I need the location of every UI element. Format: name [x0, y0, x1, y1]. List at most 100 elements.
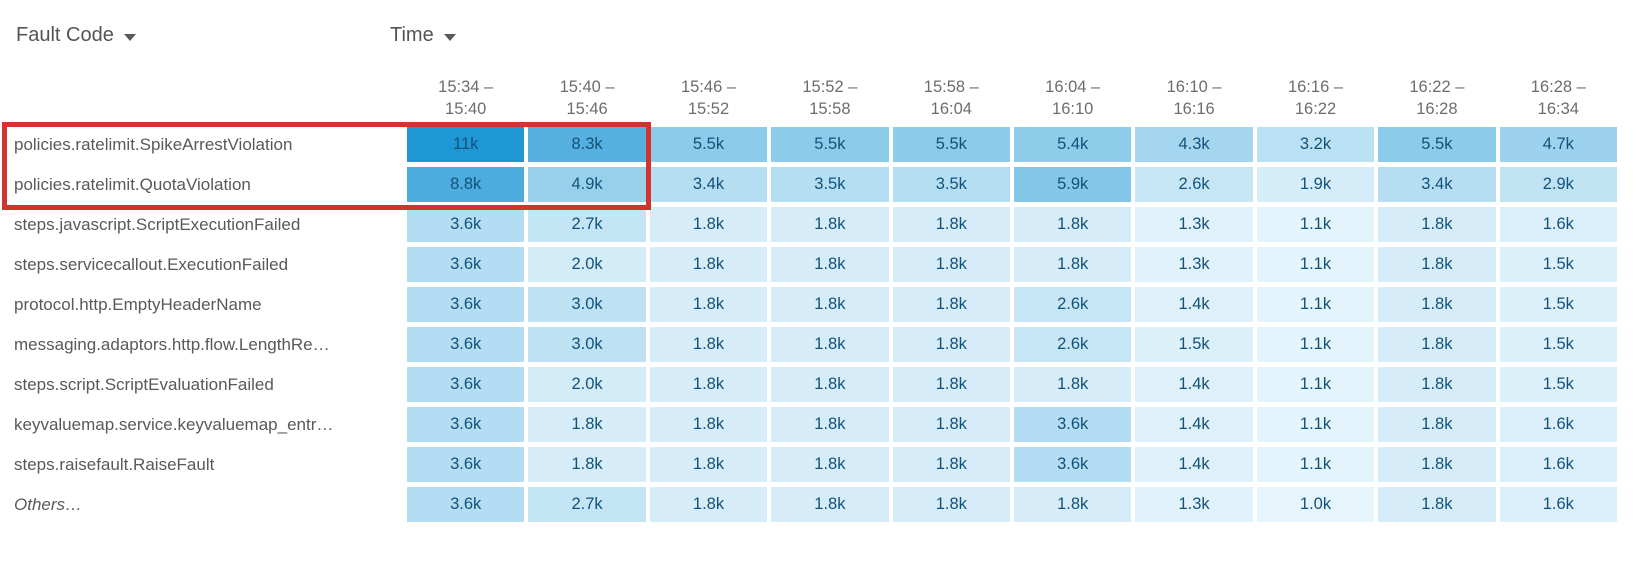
heatmap-cell: 1.1k: [1256, 447, 1375, 482]
fault-code-row-label: steps.raisefault.RaiseFault: [14, 454, 215, 474]
heatmap-cell: 1.8k: [892, 327, 1010, 362]
heatmap-cell: 1.8k: [892, 447, 1010, 482]
heatmap-cell: 1.8k: [1014, 207, 1132, 242]
heatmap-cell: 3.6k: [407, 327, 525, 362]
time-column-header: 15:40 –15:46: [559, 78, 615, 118]
time-column-header: 15:34 –15:40: [438, 78, 494, 118]
heatmap-cell: 3.0k: [528, 327, 646, 362]
heatmap-cell: 1.8k: [771, 407, 889, 442]
time-column-headers: 15:34 –15:40 15:40 –15:46 15:46 –15:52 15:5…: [14, 76, 1617, 120]
fault-code-dropdown-label: Fault Code: [16, 24, 114, 46]
heatmap-cell: 1.8k: [892, 407, 1010, 442]
heatmap-cell: 1.1k: [1256, 327, 1375, 362]
heatmap-cell: 3.6k: [407, 487, 525, 522]
heatmap-cell: 1.8k: [892, 487, 1010, 522]
heatmap-cell: 1.8k: [528, 407, 646, 442]
heatmap-cell: 1.8k: [649, 447, 768, 482]
time-column-header: 15:58 –16:04: [923, 78, 979, 118]
heatmap-cell: 1.8k: [1014, 247, 1132, 282]
heatmap-cell: 4.3k: [1135, 127, 1253, 162]
heatmap-cell: 3.6k: [407, 407, 525, 442]
fault-code-row-label: Others…: [14, 494, 83, 514]
heatmap-cell: 1.1k: [1256, 367, 1375, 402]
heatmap-cell: 1.8k: [771, 447, 889, 482]
fault-code-row-label: steps.servicecallout.ExecutionFailed: [14, 254, 289, 274]
heatmap-cell: 1.8k: [649, 247, 768, 282]
heatmap-cell: 1.8k: [649, 367, 768, 402]
heatmap-grid: policies.ratelimit.SpikeArrestViolation 1…: [14, 127, 1617, 522]
heatmap-cell: 8.8k: [407, 167, 525, 202]
heatmap-cell: 1.8k: [649, 207, 768, 242]
heatmap-cell: 1.8k: [1378, 367, 1496, 402]
heatmap-cell: 3.0k: [528, 287, 646, 322]
heatmap-cell: 1.1k: [1256, 287, 1375, 322]
heatmap-cell: 1.8k: [892, 247, 1010, 282]
heatmap-cell: 1.1k: [1256, 247, 1375, 282]
time-column-header: 16:22 –16:28: [1409, 78, 1465, 118]
heatmap-cell: 1.4k: [1135, 287, 1253, 322]
heatmap-cell: 11k: [407, 127, 525, 162]
heatmap-cell: 2.6k: [1135, 167, 1253, 202]
heatmap-cell: 8.3k: [528, 127, 646, 162]
heatmap-cell: 1.0k: [1256, 487, 1375, 522]
heatmap-cell: 1.8k: [649, 327, 768, 362]
heatmap-cell: 3.6k: [407, 367, 525, 402]
time-column-header: 16:04 –16:10: [1045, 78, 1101, 118]
fault-code-row-label: messaging.adaptors.http.flow.LengthRe…: [14, 334, 330, 354]
heatmap-cell: 1.8k: [771, 207, 889, 242]
heatmap-cell: 1.8k: [771, 247, 889, 282]
heatmap-cell: 1.4k: [1135, 447, 1253, 482]
fault-code-row-label: policies.ratelimit.SpikeArrestViolation: [14, 134, 293, 154]
heatmap-cell: 1.8k: [771, 287, 889, 322]
heatmap-cell: 1.8k: [649, 407, 768, 442]
chevron-down-icon: [123, 34, 136, 41]
heatmap-cell: 1.6k: [1499, 447, 1617, 482]
heatmap-cell: 1.5k: [1499, 287, 1617, 322]
heatmap-cell: 2.0k: [528, 367, 646, 402]
heatmap-cell: 1.8k: [649, 287, 768, 322]
time-column-header: 16:28 –16:34: [1530, 78, 1586, 118]
heatmap-cell: 5.5k: [892, 127, 1010, 162]
heatmap-cell: 1.8k: [1378, 487, 1496, 522]
time-column-header: 15:46 –15:52: [680, 78, 737, 118]
heatmap-cell: 1.8k: [1378, 327, 1496, 362]
heatmap-cell: 1.4k: [1135, 367, 1253, 402]
heatmap-cell: 1.8k: [771, 327, 889, 362]
time-dropdown-label: Time: [390, 24, 434, 46]
heatmap-cell: 3.6k: [1014, 407, 1132, 442]
heatmap-cell: 3.6k: [407, 207, 525, 242]
fault-code-row-label: protocol.http.EmptyHeaderName: [14, 294, 262, 314]
heatmap-cell: 1.8k: [1378, 447, 1496, 482]
heatmap-cell: 1.8k: [1378, 287, 1496, 322]
time-column-header: 16:16 –16:22: [1287, 78, 1344, 118]
heatmap-cell: 2.6k: [1014, 287, 1132, 322]
fault-code-row-label: steps.script.ScriptEvaluationFailed: [14, 374, 274, 394]
heatmap-cell: 1.8k: [528, 447, 646, 482]
heatmap-cell: 1.8k: [1014, 487, 1132, 522]
heatmap-cell: 1.4k: [1135, 407, 1253, 442]
heatmap-cell: 3.6k: [407, 247, 525, 282]
heatmap-cell: 2.0k: [528, 247, 646, 282]
heatmap-cell: 4.7k: [1499, 127, 1617, 162]
heatmap-cell: 1.9k: [1256, 167, 1375, 202]
heatmap-cell: 1.8k: [892, 287, 1010, 322]
heatmap-cell: 1.8k: [1378, 207, 1496, 242]
heatmap-cell: 3.6k: [407, 447, 525, 482]
heatmap-cell: 3.6k: [407, 287, 525, 322]
heatmap-cell: 1.5k: [1499, 367, 1617, 402]
heatmap-cell: 3.2k: [1256, 127, 1375, 162]
heatmap-cell: 3.4k: [649, 167, 768, 202]
heatmap-cell: 2.6k: [1014, 327, 1132, 362]
fault-code-dropdown[interactable]: Fault Code: [16, 24, 136, 47]
heatmap-cell: 1.6k: [1499, 407, 1617, 442]
heatmap-cell: 3.4k: [1378, 167, 1496, 202]
heatmap-cell: 5.9k: [1014, 167, 1132, 202]
heatmap-cell: 1.8k: [1378, 407, 1496, 442]
heatmap-cell: 1.3k: [1135, 207, 1253, 242]
heatmap-cell: 2.7k: [528, 207, 646, 242]
heatmap-cell: 3.6k: [1014, 447, 1132, 482]
time-dropdown[interactable]: Time: [390, 24, 456, 47]
heatmap-cell: 1.3k: [1135, 247, 1253, 282]
heatmap-cell: 2.9k: [1499, 167, 1617, 202]
